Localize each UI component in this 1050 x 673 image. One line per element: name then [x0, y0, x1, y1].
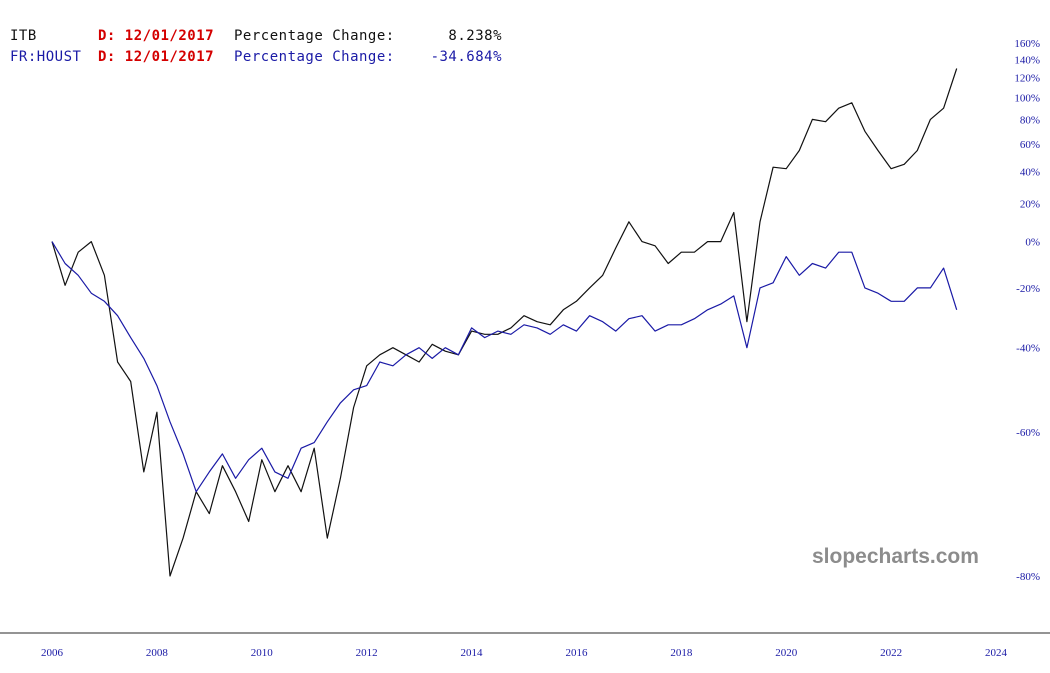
x-tick-label: 2022	[880, 647, 902, 659]
y-tick-label: 160%	[1014, 38, 1040, 50]
y-tick-label: 20%	[1020, 199, 1040, 211]
y-tick-label: -40%	[1016, 343, 1040, 355]
x-tick-label: 2010	[251, 647, 274, 659]
x-tick-label: 2016	[565, 647, 588, 659]
legend-row-itb: ITB D: 12/01/2017 Percentage Change: 8.238%	[10, 28, 502, 44]
watermark: slopecharts.com	[812, 545, 979, 568]
x-tick-label: 2024	[985, 647, 1008, 659]
x-tick-label: 2020	[775, 647, 798, 659]
x-axis-ticks: 2006 2008 2010 2012 2014 2016 2018 2020 2022 2024	[41, 647, 1008, 659]
y-tick-label: -20%	[1016, 283, 1040, 295]
series-line-fr-houst	[51, 241, 958, 493]
y-tick-label: 80%	[1020, 114, 1040, 126]
legend-value: 8.238%	[448, 28, 502, 44]
x-tick-label: 2014	[461, 647, 484, 659]
y-tick-label: 140%	[1014, 55, 1040, 67]
legend-value: -34.684%	[430, 49, 502, 65]
legend-date: D: 12/01/2017	[98, 28, 215, 44]
x-tick-label: 2018	[670, 647, 693, 659]
y-tick-label: -60%	[1016, 427, 1040, 439]
x-tick-label: 2012	[356, 647, 378, 659]
y-tick-label: 120%	[1014, 73, 1040, 85]
y-axis-ticks: 160% 140% 120% 100% 80% 60% 40% 20% 0% -20% -40% -6…	[1014, 38, 1040, 583]
legend-label: Percentage Change:	[234, 49, 395, 65]
legend-label: Percentage Change:	[234, 28, 395, 44]
legend-row-fr-houst: FR:HOUST D: 12/01/2017 Percentage Change: -…	[10, 49, 502, 65]
x-tick-label: 2006	[41, 647, 64, 659]
y-tick-label: 100%	[1014, 93, 1040, 105]
y-tick-label: 60%	[1020, 139, 1040, 151]
series-line-itb	[51, 68, 958, 577]
y-tick-label: -80%	[1016, 571, 1040, 583]
series-lines	[51, 68, 958, 577]
x-tick-label: 2008	[146, 647, 169, 659]
y-tick-label: 0%	[1025, 237, 1040, 249]
legend-date: D: 12/01/2017	[98, 49, 215, 65]
legend-symbol: FR:HOUST	[10, 49, 82, 65]
legend-symbol: ITB	[10, 28, 37, 44]
y-tick-label: 40%	[1020, 167, 1040, 179]
